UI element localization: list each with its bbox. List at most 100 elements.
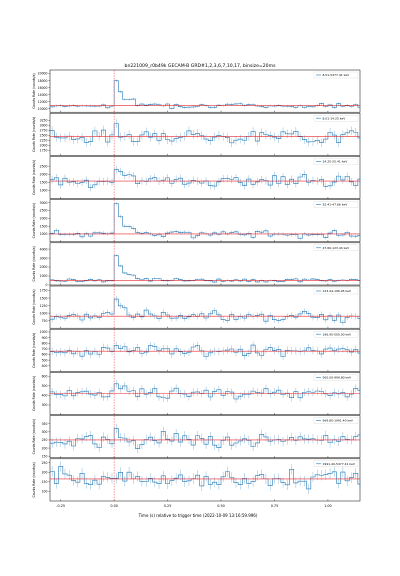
y-tick-label: 2500 <box>40 134 48 138</box>
legend-box <box>313 201 359 208</box>
y-tick-label: 2500 <box>40 209 48 213</box>
y-tick-label: 1750 <box>40 289 48 293</box>
y-tick-label: 0 <box>46 283 48 287</box>
y-axis-label: Counts Rate (counts/s) <box>32 419 36 454</box>
y-tick-label: 20000 <box>38 72 48 76</box>
legend-box <box>313 460 359 467</box>
legend-label: 8.01-5477.41 keV <box>323 73 351 77</box>
legend-box <box>313 287 359 295</box>
lightcurve-step <box>50 169 360 188</box>
y-axis-label: Counts Rate (counts/s) <box>32 160 36 195</box>
y-tick-label: 1500 <box>40 181 48 185</box>
y-tick-label: 250 <box>42 461 48 465</box>
y-tick-label: 1000 <box>40 274 48 278</box>
legend-box <box>313 417 359 424</box>
panel-frame <box>49 156 361 199</box>
legend-label: 1991.40-5477.41 keV <box>323 462 356 466</box>
y-tick-label: 1000 <box>40 189 48 193</box>
y-tick-label: 4000 <box>40 247 48 251</box>
y-tick-label: 3250 <box>40 118 48 122</box>
x-axis-label: Time (s) relative to trigger time (2022-… <box>138 513 258 518</box>
y-tick-label: 100 <box>42 490 48 494</box>
legend-box <box>313 158 359 165</box>
y-tick-label: 500 <box>42 384 48 388</box>
y-tick-label: 2000 <box>40 144 48 148</box>
y-tick-label: 18000 <box>38 79 48 83</box>
lightcurve-step <box>50 80 360 109</box>
y-tick-label: 500 <box>42 358 48 362</box>
y-tick-label: 2750 <box>40 128 48 132</box>
legend-box <box>313 374 359 381</box>
panel-8: 300 400 500 600 Counts Rate (counts/s) 500.00… <box>32 372 361 415</box>
x-tick-label: 0.25 <box>164 504 172 508</box>
legend-label: 123.44-196.95 keV <box>323 289 353 293</box>
y-tick-label: 200 <box>42 446 48 450</box>
lightcurve-step <box>50 344 360 357</box>
y-tick-label: 3000 <box>40 201 48 205</box>
y-axis-label: Counts Rate (counts/s) <box>32 462 36 497</box>
lightcurve-step <box>50 466 360 490</box>
y-axis-label: Counts Rate (counts/s) <box>32 289 36 324</box>
lightcurve-step <box>50 255 360 283</box>
y-tick-label: 1250 <box>40 304 48 308</box>
y-tick-label: 2000 <box>40 172 48 176</box>
y-tick-label: 400 <box>42 394 48 398</box>
y-tick-label: 1500 <box>40 296 48 300</box>
legend-label: 500.00-999.80 keV <box>323 376 353 380</box>
x-tick-label: 0.00 <box>110 504 118 508</box>
y-axis-label: Counts Rate (counts/s) <box>32 73 36 108</box>
lightcurve-step <box>50 428 360 449</box>
legend: 1991.40-5477.41 keV <box>313 460 359 467</box>
legend-box <box>313 115 359 122</box>
legend-box <box>313 244 359 251</box>
y-tick-label: 2500 <box>40 164 48 168</box>
x-tick-label: 1.00 <box>324 504 332 508</box>
panel-6: 750 1000 1250 1500 1750 Counts Rate (counts/s… <box>32 285 361 329</box>
lightcurve-step <box>50 383 360 400</box>
legend-label: 25.41-47.66 keV <box>323 203 349 207</box>
panel-frame <box>49 415 361 459</box>
x-tick-label: -0.25 <box>56 504 65 508</box>
legend: 123.44-196.95 keV <box>313 287 359 295</box>
panel-4: 1000 1500 2000 2500 3000 Counts Rate (counts/… <box>32 199 361 243</box>
y-tick-label: 3000 <box>40 256 48 260</box>
x-tick-label: 0.75 <box>271 504 279 508</box>
legend: 500.00-999.80 keV <box>313 374 359 381</box>
panel-10: 100 150 200 250 Counts Rate (counts/s) 1991.4… <box>32 458 361 502</box>
y-tick-label: 800 <box>42 341 48 345</box>
panel-3: 1000 1500 2000 2500 Counts Rate (counts/s) 14… <box>32 156 361 199</box>
y-tick-label: 14000 <box>38 93 48 97</box>
panel-9: 150 200 250 300 350 Counts Rate (counts/s) 999… <box>32 415 361 459</box>
y-tick-label: 1750 <box>40 149 48 153</box>
legend-label: 14.25-25.41 keV <box>323 160 349 164</box>
y-tick-label: 1000 <box>40 311 48 315</box>
panel-frame <box>49 242 361 286</box>
y-axis-label: Counts Rate (counts/s) <box>32 246 36 281</box>
legend: 999.80-1991.40 keV <box>313 417 359 424</box>
legend-label: 999.80-1991.40 keV <box>323 419 354 423</box>
panel-frame <box>49 285 361 329</box>
legend-label: 8.01-14.25 keV <box>323 116 347 120</box>
y-axis-label: Counts Rate (counts/s) <box>32 376 36 411</box>
y-tick-label: 700 <box>42 347 48 351</box>
y-tick-label: 1000 <box>40 232 48 236</box>
y-tick-label: 12000 <box>38 100 48 104</box>
y-tick-label: 250 <box>42 438 48 442</box>
legend-box <box>313 331 359 338</box>
y-tick-label: 200 <box>42 470 48 474</box>
y-tick-label: 1000 <box>40 330 48 334</box>
legend-label: 47.66-123.44 keV <box>323 246 351 250</box>
panel-5: 0 1000 2000 3000 4000 Counts Rate (counts/s) 4… <box>32 242 361 287</box>
y-tick-label: 3000 <box>40 123 48 127</box>
panel-frame <box>49 199 361 243</box>
legend-label: 196.95-500.00 keV <box>323 332 353 336</box>
legend: 47.66-123.44 keV <box>313 244 359 251</box>
y-axis-label: Counts Rate (counts/s) <box>32 333 36 368</box>
lightcurve-step <box>50 203 360 239</box>
y-tick-label: 350 <box>42 422 48 426</box>
